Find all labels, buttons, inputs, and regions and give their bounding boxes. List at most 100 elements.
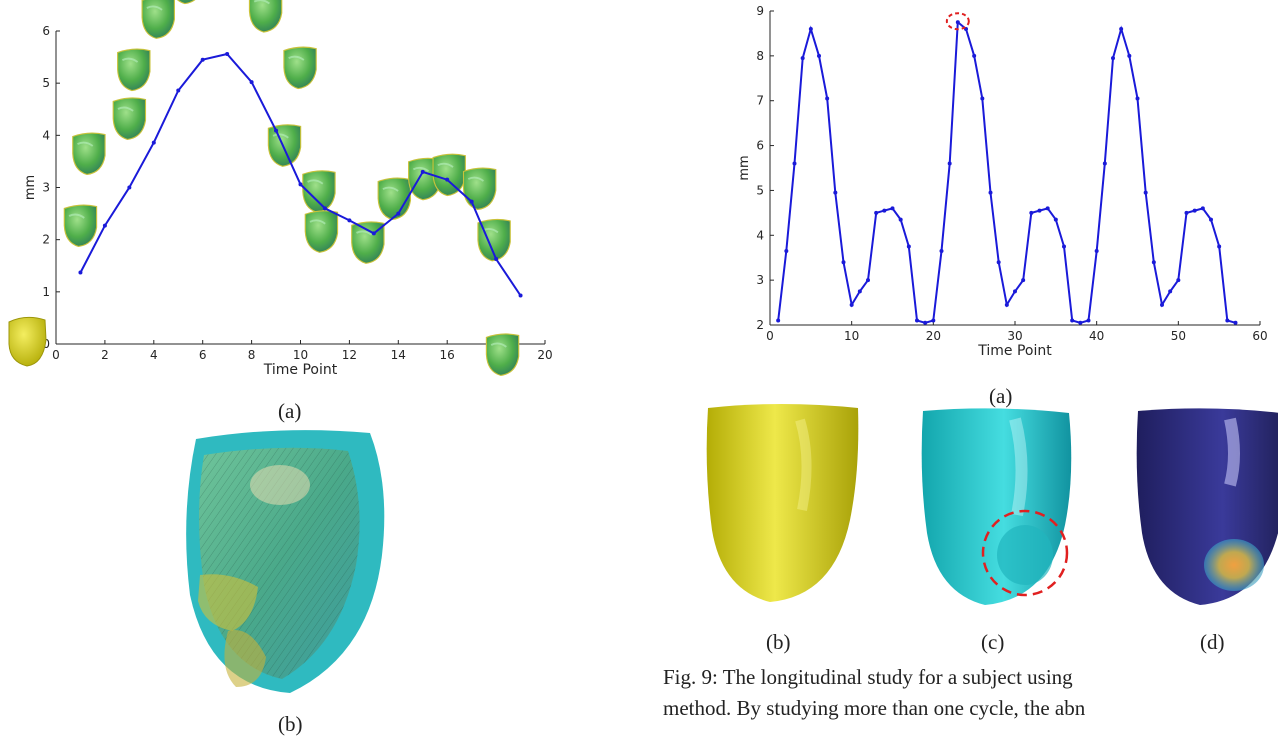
right-chart-axes: 0 10 20 30 40 50 60 2 3 4 5 6 7 8 9 Time Point mm — [737, 4, 1268, 359]
left-chart-caption: (a) — [278, 399, 302, 423]
right-data-point — [1119, 26, 1124, 31]
right-x-tick-label: 40 — [1089, 329, 1104, 343]
figure-caption-line1: Fig. 9: The longitudinal study for a sub… — [663, 665, 1073, 689]
left-y-axis-label: mm — [23, 175, 38, 200]
right-data-point — [849, 302, 854, 307]
heart-vector-field-image — [186, 430, 385, 693]
right-y-axis-label: mm — [737, 155, 752, 180]
right-data-point — [931, 318, 936, 323]
left-data-point — [469, 199, 474, 204]
shape-caption-c: (c) — [981, 630, 1005, 654]
left-data-point — [225, 51, 230, 56]
right-y-tick-label: 8 — [756, 49, 764, 63]
left-x-axis-label: Time Point — [263, 362, 338, 378]
right-data-point — [980, 96, 985, 101]
right-chart-series — [776, 20, 1238, 325]
left-y-tick-label: 1 — [42, 285, 50, 299]
right-data-point — [1160, 302, 1164, 307]
left-y-tick-label: 5 — [42, 76, 50, 90]
right-series-line — [777, 20, 1236, 324]
left-heart-caption: (b) — [278, 712, 303, 736]
right-x-tick-label: 60 — [1252, 329, 1267, 343]
right-data-point — [1127, 53, 1132, 58]
right-data-point — [923, 320, 928, 325]
right-y-tick-label: 4 — [756, 228, 764, 242]
right-data-point — [833, 190, 838, 195]
right-data-point — [1225, 318, 1230, 323]
left-data-point — [420, 169, 425, 174]
left-x-tick-label: 0 — [52, 348, 60, 362]
right-data-point — [1168, 289, 1173, 294]
left-data-point — [396, 211, 401, 216]
right-x-tick-label: 10 — [844, 329, 859, 343]
left-x-tick-label: 2 — [101, 348, 109, 362]
right-data-point — [882, 208, 887, 213]
right-data-point — [955, 20, 960, 25]
right-data-point — [1013, 289, 1017, 294]
left-data-point — [322, 206, 327, 211]
right-y-tick-label: 3 — [756, 273, 764, 287]
left-y-tick-label: 3 — [42, 181, 50, 195]
heart-thumbnail-icon — [71, 132, 107, 176]
left-data-point — [347, 218, 352, 223]
right-line-chart: 0 10 20 30 40 50 60 2 3 4 5 6 7 8 9 Time Point mm — [737, 4, 1268, 359]
right-data-point — [939, 248, 944, 253]
right-y-tick-label: 9 — [756, 4, 764, 18]
right-data-point — [841, 260, 846, 265]
right-data-point — [874, 210, 879, 215]
right-data-point — [1209, 217, 1213, 222]
right-data-point — [1029, 210, 1034, 215]
right-data-point — [1045, 206, 1050, 211]
right-data-point — [1021, 278, 1026, 283]
left-y-tick-label: 2 — [42, 233, 50, 247]
right-data-point — [996, 260, 1001, 265]
left-x-tick-label: 14 — [391, 348, 406, 362]
right-data-point — [1053, 217, 1058, 222]
left-x-tick-label: 20 — [537, 348, 552, 362]
left-data-point — [127, 185, 132, 190]
left-data-point — [249, 80, 254, 85]
right-data-point — [906, 244, 911, 249]
peak-highlight-circle — [945, 12, 970, 31]
right-x-tick-label: 30 — [1007, 329, 1022, 343]
figure-caption: Fig. 9: The longitudinal study for a sub… — [663, 662, 1278, 724]
left-x-tick-label: 12 — [342, 348, 357, 362]
heart-thumbnails — [63, 0, 520, 377]
right-data-point — [1070, 318, 1075, 323]
right-data-point — [776, 318, 781, 323]
right-data-point — [1143, 190, 1148, 195]
right-data-point — [1111, 56, 1115, 61]
right-data-point — [1086, 318, 1091, 323]
right-data-point — [972, 53, 977, 58]
left-x-tick-label: 6 — [199, 348, 207, 362]
right-data-point — [1102, 161, 1107, 166]
left-data-point — [274, 128, 279, 133]
heart-thumbnail-icon — [485, 333, 520, 377]
right-data-point — [866, 278, 870, 283]
figure-caption-line2: method. By studying more than one cycle,… — [663, 696, 1086, 720]
heart-thumbnail-icon — [141, 0, 176, 40]
right-data-point — [825, 96, 830, 101]
right-data-point — [1217, 244, 1222, 249]
right-data-point — [1176, 278, 1181, 283]
right-data-point — [1004, 302, 1009, 307]
abnormal-region-circle — [981, 509, 1069, 597]
left-data-point — [200, 57, 205, 62]
heart-thumbnail-icon — [282, 46, 318, 90]
right-data-point — [947, 161, 952, 166]
left-data-point — [445, 177, 450, 182]
yellow-reference-heart — [8, 316, 47, 367]
left-data-point — [518, 293, 523, 298]
right-data-point — [800, 56, 805, 61]
left-data-point — [298, 182, 303, 187]
shape-caption-d: (d) — [1200, 630, 1225, 654]
heart-thumbnail-icon — [377, 177, 412, 221]
heart-thumbnail-icon — [462, 167, 497, 211]
cyan-heart-shape — [921, 408, 1072, 605]
right-data-point — [915, 318, 919, 323]
right-data-point — [1233, 320, 1238, 325]
right-data-point — [817, 53, 821, 58]
right-data-point — [1062, 244, 1066, 249]
left-x-tick-label: 8 — [248, 348, 256, 362]
right-data-point — [1192, 208, 1197, 213]
